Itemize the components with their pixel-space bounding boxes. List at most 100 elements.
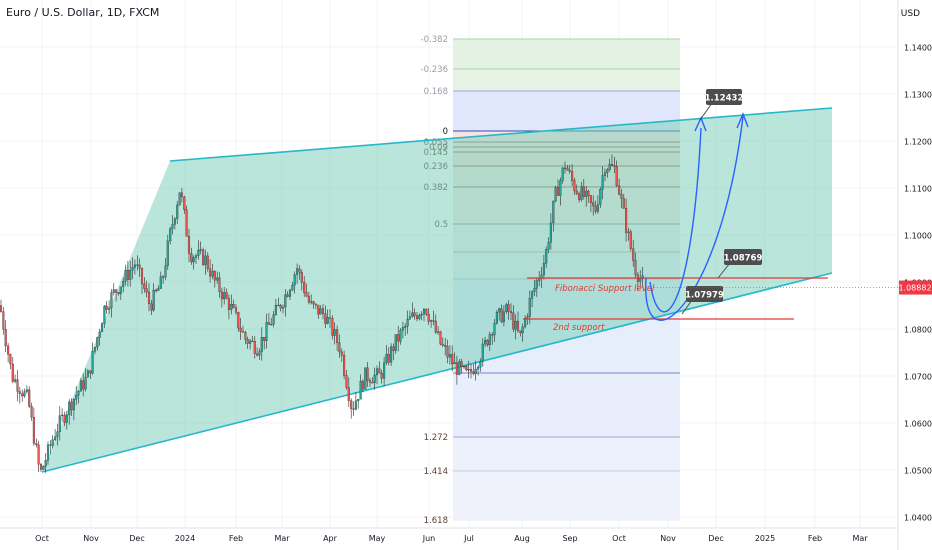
- candle-up: [293, 274, 296, 286]
- candle-up: [25, 389, 28, 392]
- candle-up: [75, 395, 78, 400]
- candle-up: [554, 187, 557, 202]
- time-tick-label: Oct: [35, 534, 49, 543]
- candle-up: [61, 414, 64, 416]
- candle-down: [18, 391, 21, 394]
- candle-down: [425, 308, 428, 315]
- candle-down: [140, 268, 144, 285]
- candle-up: [42, 466, 45, 470]
- candle-down: [615, 166, 618, 186]
- candle-up: [627, 231, 630, 233]
- candle-up: [270, 324, 273, 326]
- candle-down: [331, 318, 334, 336]
- candle-up: [54, 436, 57, 440]
- candle-down: [251, 340, 254, 342]
- candle-up: [533, 288, 536, 292]
- candle-down: [162, 276, 165, 278]
- candle-down: [368, 380, 372, 383]
- candle-up: [281, 306, 285, 309]
- candle-down: [587, 190, 590, 196]
- candle-down: [432, 320, 435, 322]
- candle-down: [312, 301, 315, 305]
- candle-down: [413, 312, 416, 316]
- candle-down: [263, 337, 266, 341]
- current-price-text: 1.08882: [898, 284, 931, 293]
- candle-up: [549, 222, 552, 243]
- candle-down: [512, 312, 515, 330]
- candle-up: [211, 271, 214, 277]
- time-tick-label: 2025: [755, 534, 775, 543]
- fib-zone: [453, 437, 680, 471]
- candle-up: [502, 311, 505, 323]
- candle-up: [552, 200, 555, 224]
- candle-up: [535, 280, 538, 289]
- price-tick-label: 1.05000: [904, 467, 932, 476]
- candle-up: [481, 343, 484, 362]
- candle-up: [100, 323, 104, 333]
- candle-up: [310, 301, 313, 303]
- fib-zone: [453, 39, 680, 69]
- candle-down: [180, 192, 183, 198]
- candle-up: [98, 331, 101, 338]
- candle-up: [390, 346, 393, 363]
- candle-up: [418, 314, 421, 319]
- candle-up: [258, 351, 261, 356]
- candle-down: [578, 193, 581, 200]
- candle-up: [453, 362, 456, 365]
- candle-down: [70, 401, 73, 411]
- price-tick-label: 1.12000: [904, 138, 932, 147]
- currency-label: USD: [900, 9, 920, 19]
- fib-zone: [453, 471, 680, 520]
- candle-down: [11, 363, 14, 382]
- candle-down: [378, 368, 381, 374]
- candle-down: [634, 260, 637, 275]
- candle-up: [192, 257, 195, 263]
- candle-down: [232, 304, 235, 308]
- candle-down: [126, 270, 129, 280]
- fib-zone: [453, 69, 680, 91]
- candle-down: [632, 248, 635, 261]
- candle-up: [394, 334, 397, 351]
- candle-up: [357, 399, 360, 402]
- candle-down: [105, 305, 108, 310]
- candle-down: [298, 268, 301, 273]
- candle-up: [596, 204, 599, 212]
- candle-up: [404, 325, 407, 328]
- time-tick-label: Oct: [612, 534, 626, 543]
- candle-down: [618, 185, 621, 195]
- time-tick-label: Jul: [463, 534, 474, 543]
- candle-up: [93, 346, 97, 352]
- candle-down: [343, 355, 346, 376]
- candle-up: [68, 401, 71, 416]
- candle-up: [112, 289, 115, 293]
- candle-up: [561, 167, 564, 181]
- time-tick-label: Apr: [323, 534, 338, 543]
- candle-down: [246, 339, 249, 344]
- candle-up: [124, 270, 127, 282]
- candle-down: [415, 315, 419, 319]
- candle-up: [326, 317, 329, 324]
- candle-up: [585, 190, 588, 197]
- candle-down: [63, 414, 66, 423]
- price-tick-label: 1.11000: [904, 185, 932, 194]
- time-tick-label: Nov: [83, 534, 99, 543]
- candle-up: [58, 415, 61, 432]
- candle-up: [65, 414, 68, 423]
- candle-down: [340, 351, 343, 356]
- candle-down: [582, 186, 585, 197]
- candle-down: [427, 314, 430, 322]
- candle-up: [14, 379, 17, 382]
- candle-down: [279, 305, 282, 309]
- candle-down: [21, 393, 24, 397]
- candle-down: [486, 340, 489, 346]
- candle-up: [448, 354, 451, 358]
- candle-up: [477, 367, 480, 370]
- candle-down: [380, 373, 383, 379]
- candle-up: [129, 269, 132, 280]
- candle-down: [213, 271, 216, 281]
- candle-down: [37, 444, 40, 465]
- candle-down: [234, 307, 238, 313]
- candle-down: [277, 304, 280, 307]
- candle-down: [0, 305, 3, 312]
